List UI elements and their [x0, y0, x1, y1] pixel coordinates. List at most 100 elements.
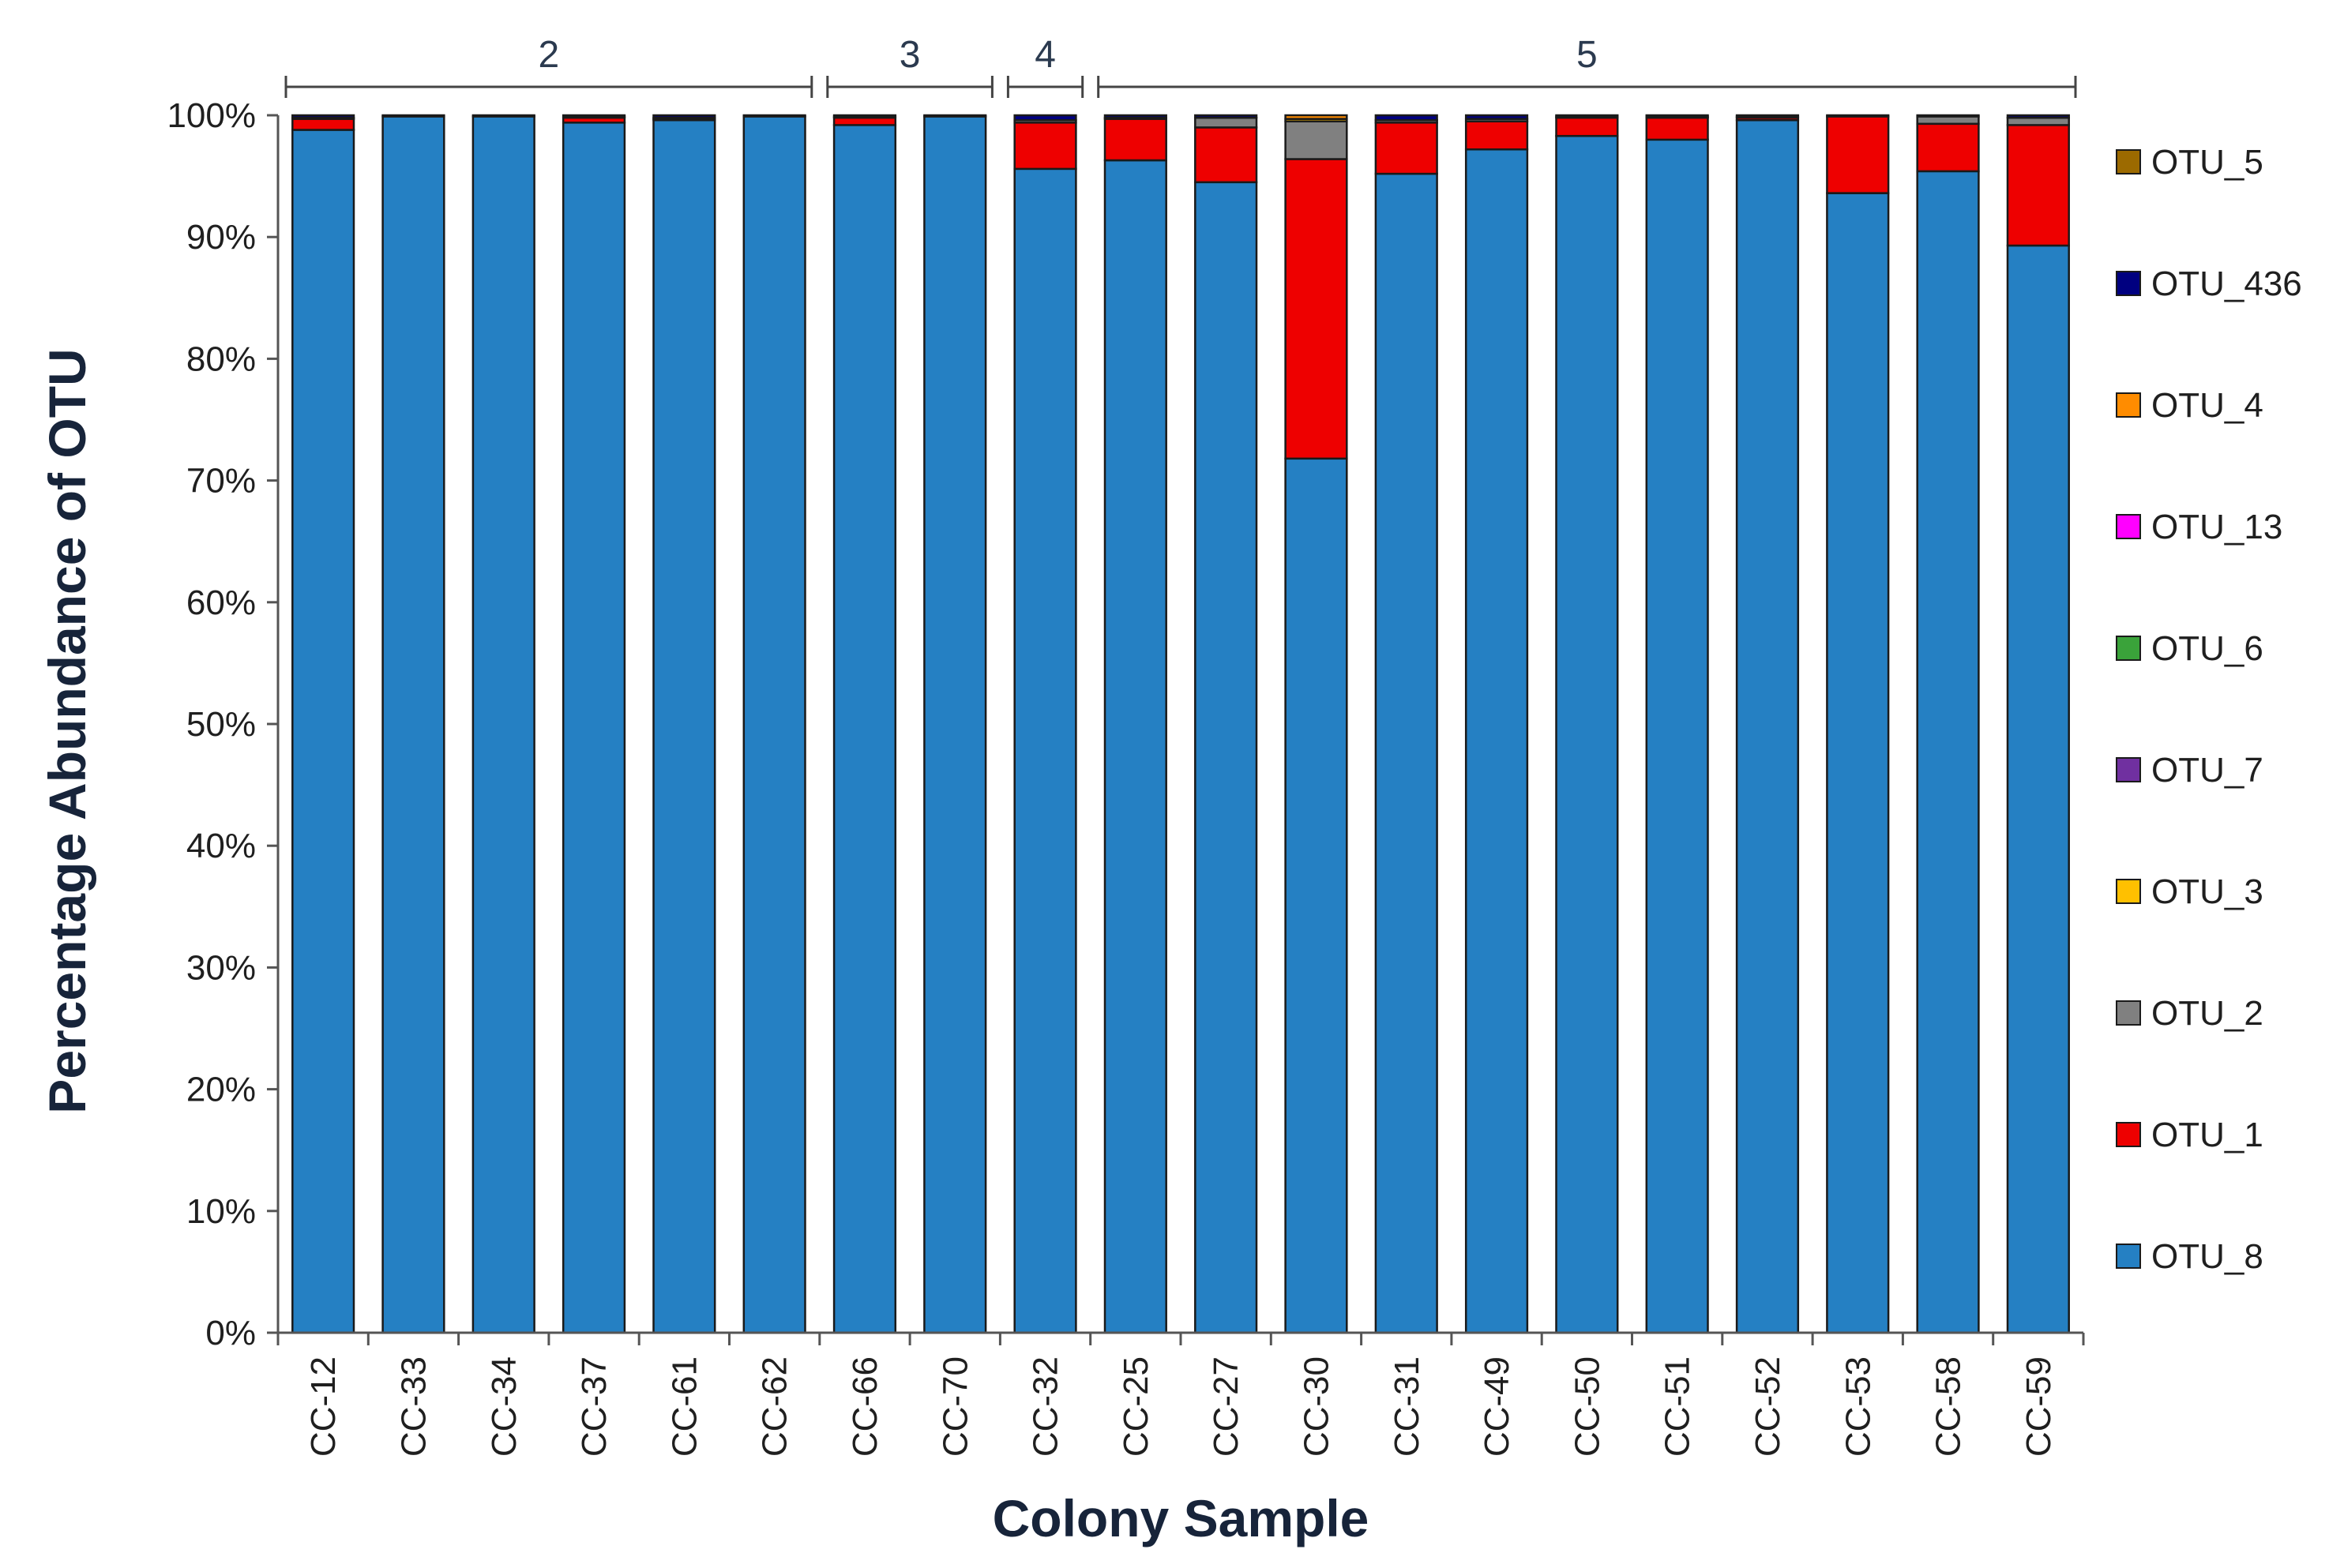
legend-label-otu-3: OTU_3	[2151, 872, 2263, 911]
y-tick-label: 30%	[186, 948, 256, 987]
bar-segment-otu-8-cc-33	[381, 115, 445, 1334]
legend-swatch-otu-2	[2116, 1000, 2141, 1026]
y-tick-label: 10%	[186, 1192, 256, 1231]
bar-segment-otu-8-cc-31	[1374, 172, 1438, 1334]
bar-segment-otu-8-cc-30	[1284, 457, 1348, 1334]
x-tick-label: CC-30	[1298, 1356, 1336, 1457]
bar-segment-otu-436-cc-25	[1103, 114, 1167, 119]
legend-label-otu-436: OTU_436	[2151, 264, 2302, 303]
x-tick-label: CC-59	[2019, 1356, 2058, 1457]
y-tick-label: 100%	[167, 96, 256, 135]
bar-segment-otu-1-cc-25	[1103, 118, 1167, 162]
y-tick-label: 90%	[186, 218, 256, 257]
bar-segment-otu-436-cc-37	[562, 114, 626, 118]
bar-segment-otu-8-cc-32	[1013, 167, 1077, 1334]
bar-segment-otu-8-cc-66	[832, 124, 897, 1334]
bar-segment-otu-436-cc-70	[923, 114, 987, 118]
bar-segment-otu-436-cc-49	[1464, 114, 1529, 120]
bar-segment-otu-2-cc-59	[2006, 116, 2070, 126]
legend-label-otu-8: OTU_8	[2151, 1237, 2263, 1276]
legend-label-otu-6: OTU_6	[2151, 629, 2263, 668]
bar-segment-otu-8-cc-58	[1916, 170, 1980, 1334]
bar-segment-otu-1-cc-66	[832, 116, 897, 126]
bars	[291, 114, 2070, 1334]
bar-segment-otu-436-cc-50	[1555, 114, 1619, 118]
x-tick-label: CC-66	[846, 1356, 885, 1457]
bar-segment-otu-436-cc-52	[1735, 114, 1800, 118]
legend-label-otu-2: OTU_2	[2151, 994, 2263, 1033]
legend-swatch-otu-5	[2116, 149, 2141, 174]
bar-segment-otu-1-cc-31	[1374, 122, 1438, 175]
bar-segment-otu-436-cc-51	[1645, 114, 1709, 118]
y-tick-label: 20%	[186, 1071, 256, 1109]
legend-swatch-otu-3	[2116, 879, 2141, 904]
bar-segment-otu-436-cc-31	[1374, 114, 1438, 122]
bar-segment-otu-2-cc-53	[1826, 114, 1890, 118]
bar-segment-otu-1-cc-59	[2006, 124, 2070, 247]
y-axis-title: Percentage Abundance of OTU	[38, 348, 96, 1113]
bar-segment-otu-4-cc-30	[1284, 114, 1348, 120]
x-tick-label: CC-25	[1117, 1356, 1155, 1457]
x-tick-label: CC-32	[1027, 1356, 1065, 1457]
bar-segment-otu-436-cc-12	[291, 114, 355, 119]
x-tick-label: CC-51	[1658, 1356, 1697, 1457]
bar-segment-otu-8-cc-61	[652, 118, 716, 1334]
bar-segment-otu-8-cc-12	[291, 129, 355, 1334]
bar-segment-otu-436-cc-27	[1194, 114, 1258, 119]
bar-segment-otu-436-cc-33	[381, 114, 445, 118]
bar-segment-otu-2-cc-58	[1916, 115, 1980, 126]
x-tick-label: CC-70	[936, 1356, 975, 1457]
x-tick-label: CC-50	[1568, 1356, 1606, 1457]
bar-segment-otu-1-cc-53	[1826, 115, 1890, 194]
legend-label-otu-13: OTU_13	[2151, 508, 2282, 546]
x-tick-label: CC-37	[575, 1356, 614, 1457]
bar-segment-otu-436-cc-61	[652, 114, 716, 119]
legend-swatch-otu-13	[2116, 514, 2141, 539]
legend-swatch-otu-7	[2116, 757, 2141, 782]
legend-swatch-otu-6	[2116, 636, 2141, 661]
bar-segment-otu-8-cc-70	[923, 115, 987, 1334]
y-tick-label: 80%	[186, 339, 256, 378]
bar-segment-otu-436-cc-62	[742, 114, 806, 118]
bar-segment-otu-8-cc-51	[1645, 138, 1709, 1334]
group-label: 4	[1035, 34, 1056, 76]
legend: OTU_5 OTU_436 OTU_4 OTU_13 OTU_6 OTU_7 OTU_3 OT…	[2116, 143, 2302, 1276]
x-axis-title: Colony Sample	[993, 1489, 1369, 1547]
bar-segment-otu-8-cc-37	[562, 122, 626, 1334]
bar-segment-otu-436-cc-66	[832, 114, 897, 118]
bar-segment-otu-1-cc-32	[1013, 122, 1077, 171]
bar-segment-otu-436-cc-34	[471, 114, 535, 118]
bar-segment-otu-8-cc-27	[1194, 181, 1258, 1334]
x-tick-label: CC-33	[395, 1356, 434, 1457]
bar-segment-otu-8-cc-62	[742, 115, 806, 1334]
x-axis-labels: CC-12 CC-33 CC-34 CC-37 CC-61 CC-62 CC-66 CC-70…	[304, 1356, 2058, 1457]
bar-segment-otu-1-cc-30	[1284, 158, 1348, 460]
bar-segment-otu-1-cc-58	[1916, 122, 1980, 173]
x-tick-label: CC-27	[1207, 1356, 1245, 1457]
legend-swatch-otu-1	[2116, 1122, 2141, 1147]
bar-segment-otu-436-cc-32	[1013, 114, 1077, 122]
x-tick-label: CC-62	[756, 1356, 794, 1457]
x-tick-label: CC-53	[1839, 1356, 1877, 1457]
x-tick-label: CC-58	[1929, 1356, 1968, 1457]
group-label: 3	[900, 34, 921, 76]
x-tick-label: CC-61	[665, 1356, 704, 1457]
y-tick-label: 0%	[205, 1314, 256, 1352]
bar-segment-otu-1-cc-49	[1464, 120, 1529, 151]
y-tick-label: 70%	[186, 462, 256, 501]
legend-label-otu-1: OTU_1	[2151, 1116, 2263, 1154]
x-tick-label: CC-31	[1388, 1356, 1426, 1457]
bar-segment-otu-1-cc-27	[1194, 126, 1258, 184]
bar-segment-otu-8-cc-52	[1735, 118, 1800, 1334]
group-label: 2	[539, 34, 560, 76]
bar-segment-otu-8-cc-49	[1464, 148, 1529, 1334]
x-tick-label: CC-52	[1749, 1356, 1787, 1457]
legend-swatch-otu-4	[2116, 392, 2141, 418]
bar-segment-otu-8-cc-34	[471, 115, 535, 1334]
bar-segment-otu-2-cc-30	[1284, 120, 1348, 160]
bar-segment-otu-8-cc-25	[1103, 159, 1167, 1334]
group-brackets: 2 3 4 5	[284, 34, 2077, 98]
bar-segment-otu-1-cc-50	[1555, 116, 1619, 137]
legend-swatch-otu-8	[2116, 1244, 2141, 1269]
